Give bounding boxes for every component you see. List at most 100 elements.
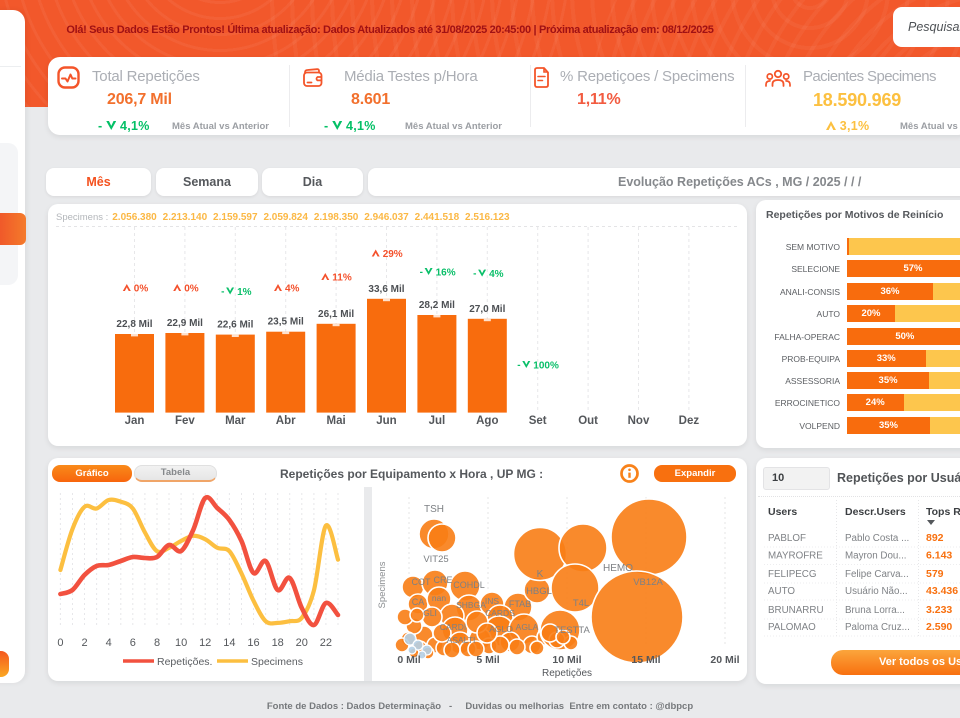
svg-text:Repetições.: Repetições. bbox=[157, 656, 212, 668]
svg-text:PABLOF: PABLOF bbox=[768, 533, 806, 544]
svg-text:CARDI: CARDI bbox=[440, 622, 466, 632]
svg-text:-: - bbox=[420, 267, 423, 278]
svg-text:Usuário Não...: Usuário Não... bbox=[845, 586, 908, 597]
svg-text:Bruna Lorra...: Bruna Lorra... bbox=[845, 605, 905, 616]
svg-text:20: 20 bbox=[296, 637, 308, 649]
svg-text:3.233: 3.233 bbox=[926, 604, 952, 616]
svg-text:-: - bbox=[473, 269, 476, 280]
svg-text:0%: 0% bbox=[184, 284, 199, 295]
svg-text:FTAB: FTAB bbox=[509, 599, 531, 609]
svg-text:0: 0 bbox=[57, 637, 63, 649]
svg-text:Felipe Carva...: Felipe Carva... bbox=[845, 569, 909, 580]
svg-text:29%: 29% bbox=[383, 249, 403, 260]
svg-text:CRE: CRE bbox=[433, 575, 452, 585]
svg-text:CARDS: CARDS bbox=[485, 608, 515, 618]
svg-text:2.590: 2.590 bbox=[926, 621, 952, 633]
svg-text:Pablo Costa ...: Pablo Costa ... bbox=[845, 533, 909, 544]
svg-text:18: 18 bbox=[272, 637, 284, 649]
svg-text:28,2 Mil: 28,2 Mil bbox=[419, 300, 455, 311]
svg-text:K: K bbox=[537, 569, 544, 580]
svg-text:COHDL: COHDL bbox=[453, 580, 485, 590]
svg-text:AGLA: AGLA bbox=[516, 622, 539, 632]
svg-text:22: 22 bbox=[320, 637, 332, 649]
svg-text:Nov: Nov bbox=[628, 415, 650, 427]
svg-text:Mai: Mai bbox=[327, 415, 346, 427]
svg-text:Paloma Cruz...: Paloma Cruz... bbox=[845, 622, 910, 633]
svg-text:Specimens: Specimens bbox=[251, 656, 303, 668]
svg-text:Abr: Abr bbox=[276, 415, 296, 427]
svg-text:23,5 Mil: 23,5 Mil bbox=[268, 317, 304, 328]
svg-text:27,0 Mil: 27,0 Mil bbox=[469, 304, 505, 315]
svg-text:4%: 4% bbox=[285, 284, 300, 295]
svg-text:HEMO: HEMO bbox=[603, 563, 633, 574]
svg-text:GLI: GLI bbox=[423, 608, 437, 618]
svg-text:16%: 16% bbox=[436, 268, 456, 279]
svg-text:2: 2 bbox=[81, 637, 87, 649]
svg-text:MAYROFRE: MAYROFRE bbox=[768, 551, 823, 562]
svg-text:2.159.597: 2.159.597 bbox=[213, 212, 258, 223]
svg-text:Users: Users bbox=[768, 506, 797, 518]
svg-text:22,8 Mil: 22,8 Mil bbox=[116, 319, 152, 330]
svg-text:Out: Out bbox=[578, 415, 598, 427]
svg-text:INS: INS bbox=[485, 596, 500, 606]
svg-text:2.213.140: 2.213.140 bbox=[163, 212, 208, 223]
svg-text:COT: COT bbox=[412, 577, 432, 587]
svg-text:100%: 100% bbox=[533, 361, 559, 372]
svg-text:22,9 Mil: 22,9 Mil bbox=[167, 318, 203, 329]
svg-text:nan: nan bbox=[432, 593, 446, 603]
svg-text:2.516.123: 2.516.123 bbox=[465, 212, 510, 223]
svg-text:8: 8 bbox=[154, 637, 160, 649]
svg-text:TESTTA: TESTTA bbox=[554, 625, 590, 636]
svg-text:Specimens: Specimens bbox=[377, 561, 388, 608]
svg-text:16: 16 bbox=[247, 637, 259, 649]
svg-text:PALOMAO: PALOMAO bbox=[768, 622, 816, 633]
svg-text:33,6 Mil: 33,6 Mil bbox=[368, 284, 404, 295]
svg-text:AUTO: AUTO bbox=[768, 586, 795, 597]
svg-text:10 Mil: 10 Mil bbox=[552, 654, 581, 666]
svg-text:Tops Repetições: Tops Repetições bbox=[926, 506, 960, 518]
svg-text:4: 4 bbox=[106, 637, 112, 649]
svg-text:43.436: 43.436 bbox=[926, 585, 958, 597]
svg-text:Descr.Users: Descr.Users bbox=[845, 506, 906, 518]
svg-text:2.946.037: 2.946.037 bbox=[364, 212, 409, 223]
svg-text:Jul: Jul bbox=[429, 415, 446, 427]
svg-text:Jan: Jan bbox=[125, 415, 145, 427]
svg-text:Repetições: Repetições bbox=[542, 668, 592, 679]
svg-text:11%: 11% bbox=[332, 273, 352, 284]
svg-text:2.441.518: 2.441.518 bbox=[415, 212, 460, 223]
svg-text:579: 579 bbox=[926, 568, 944, 580]
svg-text:Mar: Mar bbox=[225, 415, 246, 427]
svg-text:6.143: 6.143 bbox=[926, 550, 952, 562]
svg-text:22,6 Mil: 22,6 Mil bbox=[217, 320, 253, 331]
svg-text:4%: 4% bbox=[489, 269, 504, 280]
svg-text:BRUNARRU: BRUNARRU bbox=[768, 605, 824, 616]
svg-text:Mayron Dou...: Mayron Dou... bbox=[845, 551, 907, 562]
svg-text:CA: CA bbox=[412, 597, 425, 607]
svg-text:VB12A: VB12A bbox=[633, 577, 663, 588]
svg-text:6: 6 bbox=[130, 637, 136, 649]
svg-text:Set: Set bbox=[529, 415, 547, 427]
svg-text:26,1 Mil: 26,1 Mil bbox=[318, 309, 354, 320]
svg-text:T4L: T4L bbox=[573, 598, 589, 609]
svg-text:-: - bbox=[517, 360, 520, 371]
svg-text:Specimens :: Specimens : bbox=[56, 212, 108, 223]
svg-text:Fev: Fev bbox=[175, 415, 195, 427]
svg-text:2.059.824: 2.059.824 bbox=[263, 212, 308, 223]
svg-text:0 Mil: 0 Mil bbox=[397, 654, 420, 666]
svg-text:VIT25: VIT25 bbox=[423, 554, 448, 565]
svg-text:Dez: Dez bbox=[679, 415, 700, 427]
svg-text:Jun: Jun bbox=[376, 415, 396, 427]
svg-text:1%: 1% bbox=[237, 287, 252, 298]
svg-text:2.198.350: 2.198.350 bbox=[314, 212, 359, 223]
svg-text:2.056.380: 2.056.380 bbox=[112, 212, 157, 223]
svg-text:892: 892 bbox=[926, 532, 944, 544]
svg-text:AGLO: AGLO bbox=[489, 624, 513, 634]
svg-text:HBGL: HBGL bbox=[526, 586, 552, 597]
svg-text:Ago: Ago bbox=[476, 415, 498, 427]
svg-text:SHBGA: SHBGA bbox=[456, 600, 486, 610]
svg-text:0%: 0% bbox=[134, 284, 149, 295]
svg-text:ASALTI: ASALTI bbox=[447, 635, 476, 645]
svg-text:12: 12 bbox=[199, 637, 211, 649]
svg-text:-: - bbox=[221, 287, 224, 298]
svg-text:20 Mil: 20 Mil bbox=[710, 654, 739, 666]
